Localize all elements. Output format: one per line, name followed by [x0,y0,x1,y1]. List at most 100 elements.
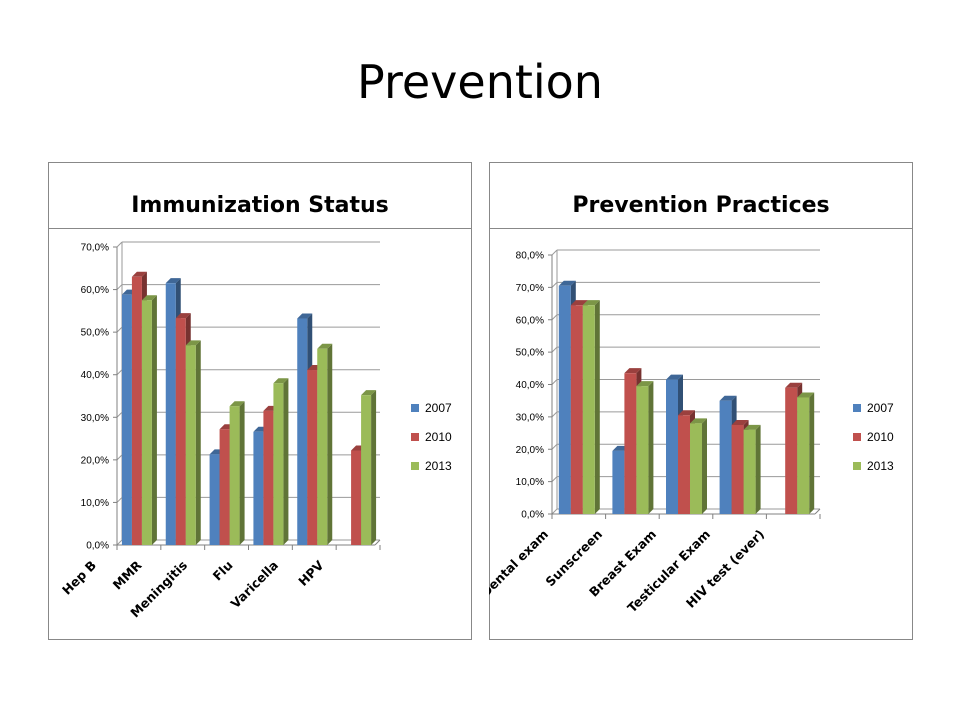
y-tick-label: 40,0% [81,370,109,381]
bar-front [558,285,571,514]
bar-2013-meningitis [229,401,245,545]
bar-2013-hpv [361,390,377,545]
bar-front [209,454,220,545]
gridline-depth [116,454,123,461]
bar-2013-mmr [185,340,201,545]
y-tick-label: 30,0% [81,413,109,424]
prevention-practices-chart: Prevention Practices 0,0% 10,0% 20,0% 30,0% 4… [489,162,913,640]
bar-front [731,424,744,514]
bar-side [283,378,289,545]
x-axis-depth [814,508,821,515]
bar-front [719,400,732,514]
prevention-practices-chart-svg: Prevention Practices 0,0% 10,0% 20,0% 30,0% 4… [489,162,913,640]
legend-label: 2007 [867,401,894,415]
bar-front [229,406,240,545]
bar-front [253,431,264,545]
bar-front [317,348,328,545]
gridline-depth [551,508,558,515]
legend-swatch-2007 [853,404,861,412]
bar-2013-hiv-test-ever- [797,392,815,514]
bar-top [131,271,147,277]
bar-front [678,415,690,514]
bar-top [185,340,201,346]
legend-swatch-2010 [411,433,419,441]
bar-front [121,294,132,545]
legend-label: 2007 [425,401,452,415]
bar-top [731,419,749,425]
bar-2013-flu [273,378,289,545]
bar-top [678,410,695,416]
legend-label: 2013 [425,459,452,473]
gridline-depth [116,411,123,418]
legend-label: 2010 [425,430,452,444]
y-tick-label: 80,0% [516,251,544,262]
immunization-status-chart: Immunization Status 0,0% 10,0% 20,0% 30,0% 40… [48,162,472,640]
bar-front [219,429,230,545]
gridline-depth [551,476,558,482]
y-tick-label: 0,0% [86,541,109,552]
bar-front [297,318,308,545]
bar-side [239,401,245,545]
bar-front [351,450,362,545]
immunization-status-chart-svg: Immunization Status 0,0% 10,0% 20,0% 30,0% 40… [48,162,472,640]
bar-front [785,387,798,514]
legend-swatch-2013 [853,462,861,470]
bar-top [229,401,245,407]
y-tick-label: 10,0% [516,477,544,488]
gridline-depth [116,326,123,333]
bar-top [666,374,683,380]
bar-side [371,390,377,545]
bar-top [361,390,377,396]
y-tick-label: 50,0% [516,348,544,359]
gridline-depth [551,411,558,418]
bar-top [690,418,707,424]
bar-front [165,283,176,545]
y-tick-label: 70,0% [516,283,544,294]
legend-label: 2010 [867,430,894,444]
y-tick-label: 0,0% [521,510,544,521]
bar-top [797,392,815,398]
bar-side [702,418,707,514]
bar-front [185,345,196,545]
bar-2013-varicella [317,343,333,545]
gridline-depth [551,249,558,256]
y-tick-label: 40,0% [516,380,544,391]
gridline-depth [551,314,558,321]
bar-top [624,368,642,374]
y-tick-label: 20,0% [81,455,109,466]
gridline-depth [116,497,123,503]
chart-title: Immunization Status [131,193,389,218]
gridline-depth [116,241,123,248]
gridline-depth [551,346,558,353]
bar-front [570,305,583,514]
bar-2013-sunscreen [636,381,654,514]
y-tick-label: 70,0% [81,243,109,254]
bar-top [570,300,588,306]
bar-front [175,318,186,545]
bar-top [785,382,803,388]
y-tick-label: 60,0% [516,315,544,326]
gridline-depth [116,284,123,290]
bar-front [797,397,810,514]
bar-front [612,450,625,514]
gridline-depth [551,443,558,450]
bar-front [307,370,318,545]
bar-side [195,340,201,545]
bar-front [141,300,152,545]
y-tick-label: 10,0% [81,498,109,509]
bar-front [361,395,372,545]
bar-top [719,395,737,401]
bar-top [636,381,654,387]
gridline-depth [116,539,123,546]
gridline-depth [551,282,558,288]
bar-front [636,386,649,514]
bar-front [666,379,678,514]
bar-2013-hep-b [141,295,157,545]
bar-top [165,278,181,284]
bar-front [690,423,702,514]
y-tick-label: 60,0% [81,285,109,296]
bar-top [743,424,761,430]
y-tick-label: 30,0% [516,412,544,423]
bar-2013-breast-exam [690,418,707,514]
bar-top [273,378,289,384]
